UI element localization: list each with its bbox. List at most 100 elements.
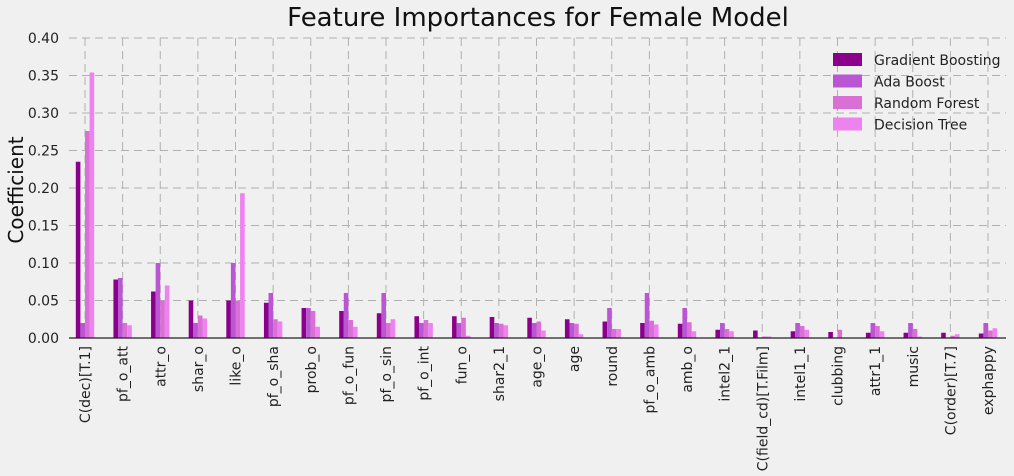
x-tick-label: C(order)[T.7]: [943, 346, 959, 435]
bar-ada-boost: [230, 263, 236, 338]
bar-ada-boost: [80, 323, 85, 338]
bar-ada-boost: [870, 323, 876, 338]
x-tick-label: intel2_1: [718, 346, 734, 402]
bar-decision-tree: [917, 336, 922, 338]
bar-ada-boost: [494, 323, 499, 338]
bar-random-forest: [197, 315, 203, 338]
y-tick-label: 0.25: [28, 144, 59, 160]
x-tick-label: pf_o_fun: [341, 346, 357, 405]
bar-decision-tree: [766, 336, 772, 338]
bar-random-forest: [724, 329, 730, 338]
bar-ada-boost: [682, 308, 687, 338]
bar-gradient-boosting: [489, 317, 495, 338]
x-tick-label: age: [567, 346, 583, 372]
bar-decision-tree: [390, 319, 396, 338]
bar-gradient-boosting: [790, 331, 796, 338]
legend-swatch: [833, 53, 862, 66]
bar-decision-tree: [428, 323, 433, 338]
bar-random-forest: [310, 311, 316, 338]
bar-ada-boost: [306, 308, 311, 338]
bar-gradient-boosting: [339, 311, 344, 338]
x-tick-label: amb_o: [680, 346, 696, 393]
bar-gradient-boosting: [226, 300, 231, 338]
grid: [69, 37, 1006, 338]
y-axis-label: Coefficient: [4, 136, 28, 243]
bar-ada-boost: [268, 293, 274, 338]
bar-ada-boost: [193, 323, 198, 338]
legend-swatch: [833, 74, 862, 88]
bar-random-forest: [912, 329, 918, 338]
x-tick-label: round: [605, 346, 621, 387]
bar-gradient-boosting: [677, 323, 683, 338]
x-tick-label: intel1_1: [793, 346, 809, 402]
bar-decision-tree: [164, 285, 170, 338]
bar-gradient-boosting: [113, 279, 119, 338]
bar-random-forest: [837, 329, 843, 338]
bar-gradient-boosting: [941, 332, 946, 338]
x-tick-label: exphappy: [981, 346, 997, 415]
x-tick-label: shar_o: [191, 346, 207, 392]
x-tick-label: pf_o_sha: [266, 346, 282, 407]
bar-gradient-boosting: [263, 302, 269, 338]
bar-random-forest: [122, 323, 128, 338]
bar-random-forest: [160, 300, 165, 338]
bar-ada-boost: [607, 308, 612, 338]
x-tick-label: pf_o_att: [116, 346, 132, 402]
bar-decision-tree: [616, 329, 621, 338]
y-tick-label: 0.05: [28, 294, 59, 310]
legend-swatch: [833, 96, 862, 109]
chart-title: Feature Importances for Female Model: [287, 3, 789, 33]
bar-random-forest: [988, 330, 993, 338]
bar-random-forest: [235, 300, 241, 338]
x-tick-label: clubbing: [831, 346, 847, 406]
x-tick-label: pf_o_int: [417, 345, 433, 400]
bar-decision-tree: [277, 321, 283, 338]
bar-decision-tree: [578, 334, 584, 338]
x-tick-label: attr_o: [153, 346, 169, 387]
y-tick-label: 0.20: [28, 181, 59, 197]
x-tick-label: fun_o: [454, 346, 470, 384]
x-tick-label: like_o: [229, 346, 245, 386]
x-tick-label: C(field_cd)[T.Film]: [755, 346, 771, 471]
bar-gradient-boosting: [75, 161, 81, 338]
bar-decision-tree: [729, 331, 734, 338]
x-tick-label: C(dec)[T.1]: [78, 346, 94, 423]
legend-label: Decision Tree: [874, 118, 967, 134]
bar-gradient-boosting: [452, 316, 457, 338]
bar-gradient-boosting: [828, 332, 833, 338]
bar-decision-tree: [653, 324, 659, 338]
bar-gradient-boosting: [151, 291, 156, 338]
legend-swatch: [833, 117, 862, 131]
y-tick-label: 0.40: [28, 31, 59, 47]
x-tick-label: age_o: [530, 346, 546, 388]
bar-gradient-boosting: [188, 300, 194, 338]
bar-ada-boost: [419, 323, 424, 338]
bar-gradient-boosting: [715, 329, 721, 338]
bar-random-forest: [498, 323, 504, 338]
bar-random-forest: [762, 336, 767, 338]
bar-ada-boost: [983, 323, 988, 338]
bar-ada-boost: [644, 293, 650, 338]
bar-random-forest: [461, 317, 466, 338]
bar-decision-tree: [804, 329, 810, 338]
bar-random-forest: [386, 323, 391, 338]
bar-decision-tree: [954, 334, 960, 338]
bar-random-forest: [649, 320, 654, 338]
x-tick-label: pf_o_sin: [379, 346, 395, 402]
bar-decision-tree: [315, 326, 320, 338]
bar-ada-boost: [720, 323, 725, 338]
bar-random-forest: [687, 322, 692, 338]
bar-random-forest: [85, 131, 90, 338]
bar-random-forest: [536, 321, 542, 338]
legend-label: Random Forest: [874, 96, 980, 112]
bar-ada-boost: [531, 323, 537, 338]
x-tick-label: attr1_1: [868, 346, 884, 396]
legend-label: Gradient Boosting: [874, 53, 1001, 69]
bar-random-forest: [875, 326, 880, 338]
bar-random-forest: [273, 319, 278, 338]
y-tick-label: 0.30: [28, 106, 59, 122]
legend: Gradient Boosting Ada Boost Random Forest D…: [833, 53, 1001, 134]
bar-decision-tree: [202, 318, 208, 338]
bar-random-forest: [950, 335, 955, 338]
